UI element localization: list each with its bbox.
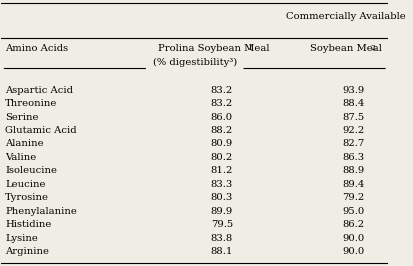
Text: 88.2: 88.2	[210, 126, 233, 135]
Text: Phenylalanine: Phenylalanine	[5, 207, 77, 216]
Text: 86.2: 86.2	[341, 220, 363, 229]
Text: 83.2: 83.2	[210, 99, 233, 108]
Text: 80.2: 80.2	[210, 153, 233, 162]
Text: Aspartic Acid: Aspartic Acid	[5, 86, 73, 95]
Text: Commercially Available: Commercially Available	[285, 12, 404, 21]
Text: 95.0: 95.0	[341, 207, 363, 216]
Text: 88.9: 88.9	[341, 166, 363, 175]
Text: 83.8: 83.8	[210, 234, 233, 243]
Text: (% digestibility³): (% digestibility³)	[152, 58, 236, 67]
Text: 89.9: 89.9	[210, 207, 233, 216]
Text: Soybean Meal: Soybean Meal	[309, 44, 380, 52]
Text: 90.0: 90.0	[341, 247, 363, 256]
Text: Threonine: Threonine	[5, 99, 57, 108]
Text: 83.3: 83.3	[210, 180, 233, 189]
Text: 92.2: 92.2	[341, 126, 363, 135]
Text: Tyrosine: Tyrosine	[5, 193, 49, 202]
Text: 79.5: 79.5	[210, 220, 233, 229]
Text: Serine: Serine	[5, 113, 39, 122]
Text: 79.2: 79.2	[341, 193, 363, 202]
Text: 86.0: 86.0	[210, 113, 232, 122]
Text: Lysine: Lysine	[5, 234, 38, 243]
Text: 89.4: 89.4	[341, 180, 363, 189]
Text: 88.1: 88.1	[210, 247, 233, 256]
Text: 2: 2	[370, 44, 375, 52]
Text: 86.3: 86.3	[341, 153, 363, 162]
Text: 1: 1	[246, 44, 252, 52]
Text: Amino Acids: Amino Acids	[5, 44, 68, 52]
Text: 93.9: 93.9	[341, 86, 363, 95]
Text: 81.2: 81.2	[210, 166, 233, 175]
Text: Glutamic Acid: Glutamic Acid	[5, 126, 77, 135]
Text: 83.2: 83.2	[210, 86, 233, 95]
Text: Alanine: Alanine	[5, 139, 44, 148]
Text: Leucine: Leucine	[5, 180, 46, 189]
Text: 87.5: 87.5	[341, 113, 363, 122]
Text: 88.4: 88.4	[341, 99, 363, 108]
Text: 80.9: 80.9	[210, 139, 233, 148]
Text: Valine: Valine	[5, 153, 36, 162]
Text: Histidine: Histidine	[5, 220, 52, 229]
Text: Isoleucine: Isoleucine	[5, 166, 57, 175]
Text: Prolina Soybean Meal: Prolina Soybean Meal	[158, 44, 269, 52]
Text: 80.3: 80.3	[210, 193, 233, 202]
Text: 82.7: 82.7	[341, 139, 363, 148]
Text: 90.0: 90.0	[341, 234, 363, 243]
Text: Arginine: Arginine	[5, 247, 49, 256]
